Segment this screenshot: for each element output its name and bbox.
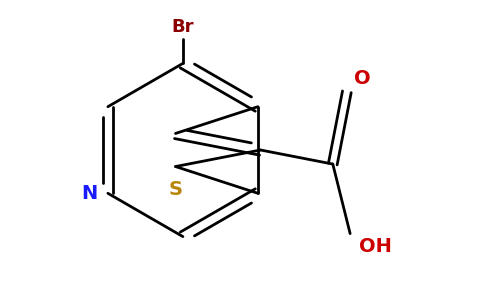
Text: O: O <box>354 69 370 88</box>
Text: Br: Br <box>172 18 194 36</box>
Text: S: S <box>168 179 182 199</box>
Text: N: N <box>81 184 97 203</box>
Text: OH: OH <box>359 237 392 256</box>
